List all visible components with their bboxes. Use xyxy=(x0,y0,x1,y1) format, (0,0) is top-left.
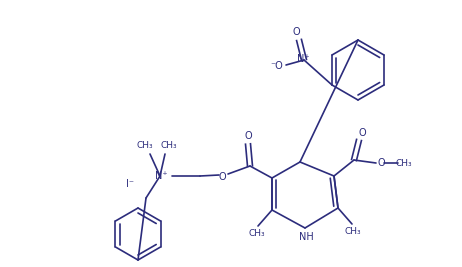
Text: N⁺: N⁺ xyxy=(297,54,310,64)
Text: CH₃: CH₃ xyxy=(249,230,265,238)
Text: CH₃: CH₃ xyxy=(345,227,361,237)
Text: NH: NH xyxy=(298,232,313,242)
Text: N⁺: N⁺ xyxy=(155,171,167,181)
Text: O: O xyxy=(377,158,385,168)
Text: I⁻: I⁻ xyxy=(126,179,134,189)
Text: ⁻O: ⁻O xyxy=(271,61,283,71)
Text: O: O xyxy=(244,131,252,141)
Text: O: O xyxy=(218,172,226,182)
Text: CH₃: CH₃ xyxy=(137,142,153,151)
Text: O: O xyxy=(358,128,366,138)
Text: CH₃: CH₃ xyxy=(161,142,177,151)
Text: CH₃: CH₃ xyxy=(395,159,412,167)
Text: O: O xyxy=(292,27,300,37)
